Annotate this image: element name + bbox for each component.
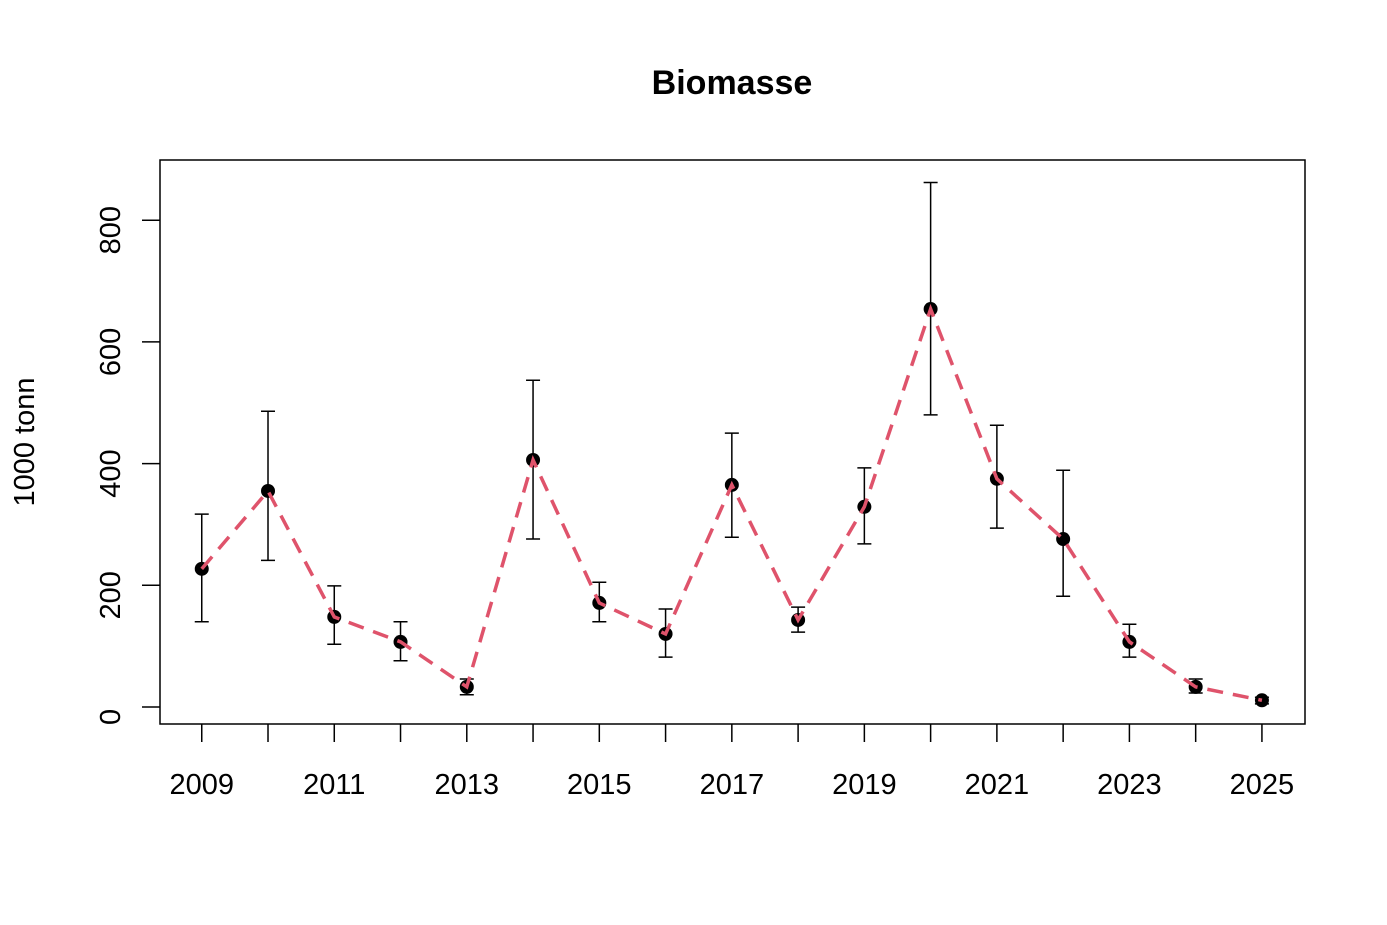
series-line [200,303,1263,702]
x-tick-label: 2011 [303,769,365,801]
y-tick-label: 0 [95,709,127,725]
y-tick-label: 800 [95,206,127,254]
x-tick-label: 2019 [832,769,897,801]
y-tick-label: 400 [95,449,127,497]
x-tick-label: 2017 [700,769,765,801]
y-tick-label: 600 [95,328,127,376]
y-axis-label: 1000 tonn [9,377,41,506]
data-point [261,483,276,498]
x-tick-label: 2023 [1097,769,1162,801]
x-tick-label: 2025 [1230,769,1295,801]
chart-title: Biomasse [652,64,813,102]
x-tick-label: 2021 [965,769,1030,801]
x-tick-label: 2013 [435,769,500,801]
x-tick-label: 2015 [567,769,632,801]
error-bar [923,181,938,416]
y-tick-label: 200 [95,571,127,619]
x-tick-label: 2009 [169,769,234,801]
